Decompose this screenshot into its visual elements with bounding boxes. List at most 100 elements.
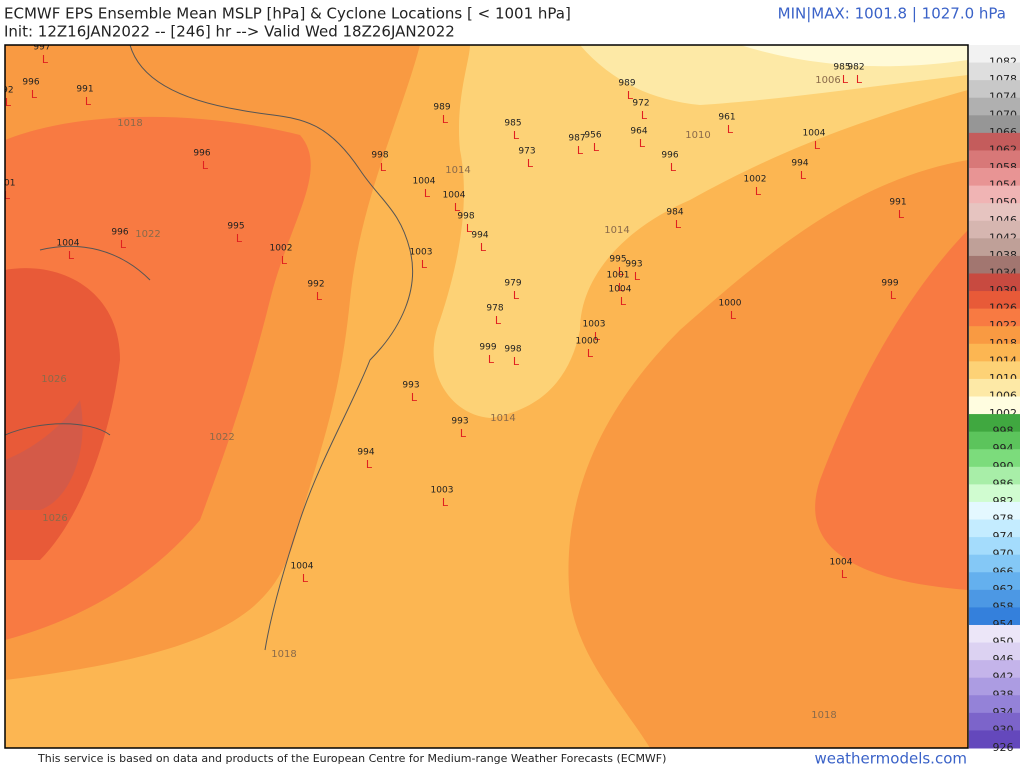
colorbar-cell (969, 537, 1020, 556)
labels: 997L996L992L991L996L998L989L985L973L987L… (4, 45, 907, 721)
colorbar-cell (969, 730, 1020, 749)
cyclone-value: 973 (518, 147, 535, 157)
cyclone-value: 991 (889, 198, 906, 208)
map-frame (4, 44, 969, 749)
cyclone-marker: L (618, 265, 625, 278)
cyclone-value: 982 (847, 63, 864, 73)
colorbar-cell (969, 677, 1020, 696)
colorbar-cell (969, 466, 1020, 485)
colorbar-cell (969, 361, 1020, 380)
cyclone-marker: L (31, 88, 38, 101)
cyclone-value: 956 (584, 131, 601, 141)
cyclone-marker: L (641, 109, 648, 122)
cyclone-value: 999 (881, 279, 898, 289)
cyclone-marker: L (120, 238, 127, 251)
contour-label: 1014 (604, 225, 629, 236)
contour-label: 1006 (815, 75, 840, 86)
cyclone-marker: L (488, 353, 495, 366)
cyclone-marker: L (5, 96, 12, 109)
cyclone-marker: L (593, 141, 600, 154)
colorbar-cell (969, 62, 1020, 81)
colorbar-cell (969, 238, 1020, 257)
brand: weathermodels.com (814, 750, 967, 768)
map: 997L996L992L991L996L998L989L985L973L987L… (4, 45, 968, 748)
colorbar-cell (969, 572, 1020, 591)
colorbar-cell (969, 132, 1020, 151)
cyclone-marker: L (620, 295, 627, 308)
cyclone-value: 985 (504, 119, 521, 129)
cyclone-value: 998 (457, 212, 474, 222)
colorbar: 1082107810741070106610621058105410501046… (969, 45, 1020, 754)
cyclone-value: 1002 (270, 244, 293, 254)
cyclone-marker: L (4, 189, 11, 202)
cyclone-value: 993 (451, 417, 468, 427)
cyclone-value: 1004 (291, 562, 314, 572)
colorbar-label: 926 (993, 741, 1014, 754)
cyclone-value: 1004 (443, 191, 466, 201)
colorbar-cell (969, 203, 1020, 222)
cyclone-marker: L (841, 568, 848, 581)
colorbar-cell (969, 642, 1020, 661)
cyclone-marker: L (380, 161, 387, 174)
cyclone-marker: L (316, 290, 323, 303)
cyclone-value: 1004 (57, 239, 80, 249)
region-1022 (5, 116, 311, 640)
cyclone-value: 996 (661, 151, 678, 161)
cyclone-marker: L (513, 355, 520, 368)
cyclone-marker: L (755, 185, 762, 198)
cyclone-marker: L (618, 281, 625, 294)
colorbar-cell (969, 554, 1020, 573)
cyclone-value: 1003 (410, 248, 433, 258)
cyclone-marker: L (890, 289, 897, 302)
cyclone-value: 1000 (719, 299, 742, 309)
region-1010 (433, 45, 968, 418)
cyclone-marker: L (85, 95, 92, 108)
colorbar-cell (969, 308, 1020, 327)
cyclone-marker: L (236, 232, 243, 245)
cyclone-marker: L (421, 258, 428, 271)
cyclone-marker: L (842, 73, 849, 86)
colorbar-cell (969, 378, 1020, 397)
cyclone-value: 1004 (830, 558, 853, 568)
cyclone-marker: L (460, 427, 467, 440)
colorbar-cell (969, 220, 1020, 239)
cyclone-marker: L (800, 169, 807, 182)
cyclone-marker: L (466, 222, 473, 235)
colorbar-cell (969, 589, 1020, 608)
credit: This service is based on data and produc… (37, 752, 666, 765)
cyclone-marker: L (411, 391, 418, 404)
cyclone-value: 995 (609, 255, 626, 265)
colorbar-cell (969, 519, 1020, 538)
colorbar-cell (969, 97, 1020, 116)
cyclone-marker: L (675, 218, 682, 231)
colorbar-cell (969, 431, 1020, 450)
cyclone-marker: L (442, 496, 449, 509)
cyclone-value: 994 (357, 448, 374, 458)
contour-label: 1022 (135, 229, 160, 240)
contour-label: 1026 (42, 513, 67, 524)
region-1018-east (568, 160, 968, 748)
colorbar-cell (969, 624, 1020, 644)
cyclone-marker: L (480, 241, 487, 254)
cyclone-marker: L (42, 53, 49, 66)
cyclone-marker: L (594, 330, 601, 343)
cyclone-value: 1004 (413, 177, 436, 187)
cyclone-value: 996 (111, 228, 128, 238)
coastline (5, 45, 414, 651)
cyclone-marker: L (513, 129, 520, 142)
region-1022-east (815, 230, 968, 590)
cyclone-marker: L (814, 139, 821, 152)
colorbar-cell (969, 168, 1020, 187)
cyclone-value: 1003 (583, 320, 606, 330)
cyclone-value: 978 (486, 304, 503, 314)
cyclone-value: 993 (402, 381, 419, 391)
cyclone-value: 1000 (576, 337, 599, 347)
cyclone-value: 995 (227, 222, 244, 232)
cyclone-marker: L (202, 159, 209, 172)
cyclone-marker: L (898, 208, 905, 221)
cyclone-marker: L (627, 89, 634, 102)
colorbar-cell (969, 695, 1020, 714)
colorbar-cell (969, 115, 1020, 134)
